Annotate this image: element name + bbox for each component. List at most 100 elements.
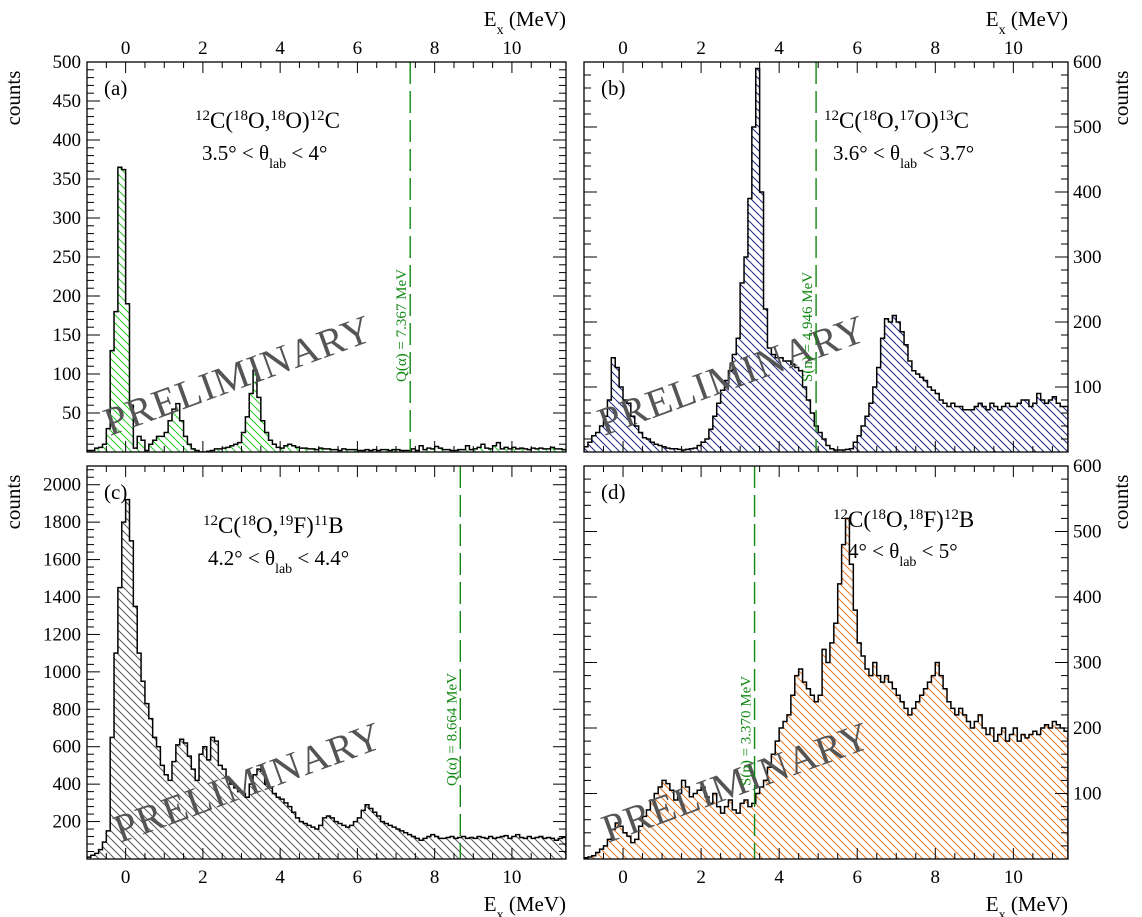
histogram-bin: [931, 675, 936, 859]
histogram-bin: [523, 838, 528, 859]
histogram-bin: [280, 448, 285, 452]
histogram-bin: [562, 837, 566, 859]
histogram-bin: [299, 821, 304, 859]
x-tick-label: 10: [1004, 38, 1023, 59]
y-axis-title: counts: [1, 71, 25, 126]
histogram-bin: [1001, 406, 1006, 452]
histogram-bin: [284, 802, 288, 859]
histogram-bin: [330, 449, 335, 452]
histogram-bin: [179, 420, 184, 452]
histogram-bin: [492, 445, 497, 452]
x-tick-label: 8: [931, 38, 941, 59]
histogram-bin: [915, 701, 920, 859]
histogram-bin: [771, 754, 776, 859]
histogram-bin: [430, 834, 435, 859]
y-tick-label: 1400: [43, 587, 81, 608]
histogram-bin: [802, 387, 807, 452]
histogram: [87, 498, 566, 859]
histogram-bin: [673, 800, 678, 859]
histogram-bin: [837, 450, 842, 452]
histogram-bin: [884, 318, 889, 452]
histogram-bin: [210, 450, 215, 452]
histogram-bin: [740, 803, 745, 859]
histogram-bin: [183, 436, 188, 452]
histogram-bin: [430, 448, 435, 452]
histogram-bin: [446, 449, 451, 452]
histogram-bin: [415, 450, 420, 452]
histogram-bin: [500, 836, 505, 859]
histogram-bin: [129, 540, 134, 859]
y-tick-label: 500: [53, 52, 82, 73]
histogram-bin: [222, 769, 227, 859]
y-tick-label: 450: [53, 91, 82, 112]
x-tick-label: 6: [353, 867, 363, 888]
histogram-bin: [399, 830, 404, 859]
histogram-bin: [857, 435, 862, 452]
histogram-bin: [504, 447, 509, 452]
histogram-bin: [646, 439, 651, 452]
histogram-bin: [202, 746, 207, 859]
histogram-bin: [144, 703, 149, 859]
histogram-bin: [587, 857, 592, 859]
histogram-bin: [1064, 731, 1068, 859]
histogram-bin: [484, 448, 489, 452]
histogram-bin: [623, 832, 627, 859]
histogram-bin: [915, 374, 920, 452]
histogram-bin: [372, 449, 377, 452]
x-axis-title: Ex (MeV): [484, 892, 566, 917]
histogram-bin: [94, 448, 99, 452]
histogram-bin: [595, 432, 600, 452]
histogram-bin: [538, 448, 543, 452]
histogram-bin: [260, 771, 265, 859]
histogram-bin: [751, 127, 756, 452]
histogram-bin: [450, 450, 454, 452]
histogram-bin: [1036, 393, 1041, 452]
histogram-bin: [469, 837, 474, 859]
histogram-bin: [129, 405, 134, 452]
histogram-bin: [669, 448, 674, 452]
histogram-bin: [535, 448, 539, 452]
histogram-bin: [222, 448, 227, 452]
histogram-bin: [763, 309, 768, 452]
histogram-bin: [1025, 737, 1029, 859]
y-tick-label: 100: [1073, 784, 1102, 805]
histogram-bin: [833, 450, 838, 452]
histogram-bin: [849, 448, 854, 452]
histogram-bin: [712, 793, 717, 859]
histogram-bin: [353, 821, 358, 859]
histogram-bin: [861, 655, 866, 859]
histogram-bin: [137, 653, 142, 859]
histogram-bin: [396, 449, 400, 452]
histogram-bin: [450, 836, 454, 859]
histogram-bin: [744, 257, 748, 452]
histogram-bin: [986, 734, 990, 859]
histogram-bin: [728, 800, 733, 859]
histogram-bin: [531, 838, 536, 859]
histogram-bin: [438, 838, 443, 859]
histogram-bin: [818, 695, 823, 859]
histogram-bin: [141, 681, 145, 859]
histogram-bin: [133, 606, 138, 859]
histogram-bin: [245, 416, 250, 452]
histogram-outline: [87, 498, 566, 859]
histogram-bin: [896, 695, 901, 859]
histogram-bin: [229, 784, 234, 859]
histogram-bin: [868, 675, 873, 859]
histogram-bin: [1048, 400, 1053, 452]
histogram-bin: [477, 447, 482, 452]
histogram-bin: [642, 437, 647, 452]
histogram-bin: [751, 803, 756, 859]
x-tick-label: 0: [121, 38, 131, 59]
histogram-bin: [156, 436, 161, 452]
histogram-bin: [241, 793, 246, 859]
histogram-outline: [584, 67, 1068, 452]
histogram-bin: [1056, 724, 1061, 859]
y-tick-label: 200: [53, 286, 82, 307]
histogram-bin: [798, 669, 803, 859]
histogram-bin: [1005, 741, 1010, 859]
histogram-bin: [966, 409, 971, 452]
histogram-bin: [214, 741, 219, 859]
histogram-bin: [164, 432, 169, 452]
histogram-bin: [724, 380, 729, 452]
